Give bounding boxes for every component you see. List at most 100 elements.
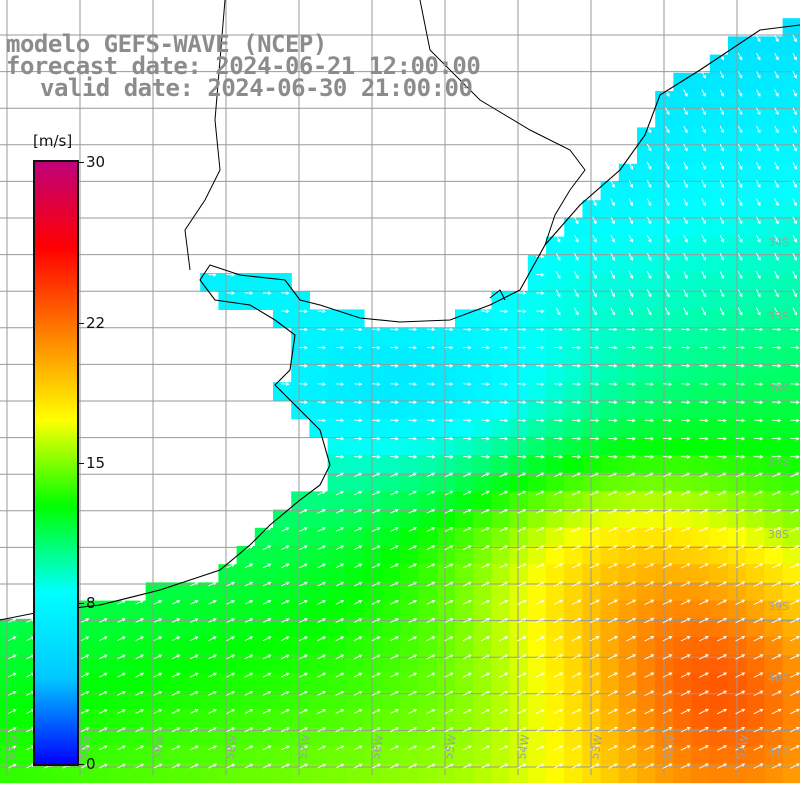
wind-cell [109, 600, 128, 620]
wind-cell [364, 345, 383, 365]
wind-arrow [535, 364, 545, 368]
wind-cell [400, 600, 420, 620]
wind-arrow [517, 545, 527, 551]
wind-cell [182, 637, 201, 656]
wind-cell [637, 163, 656, 183]
wind-arrow [626, 727, 637, 733]
wind-cell [309, 582, 329, 602]
wind-arrow [535, 563, 545, 569]
wind-cell [782, 436, 800, 456]
wind-arrow [571, 727, 582, 733]
wind-arrow [589, 617, 600, 624]
wind-arrow [590, 472, 600, 478]
wind-cell [473, 564, 492, 583]
wind-cell [564, 273, 583, 292]
wind-cell [618, 564, 638, 583]
wind-cell [327, 364, 347, 383]
wind-cell [527, 382, 547, 401]
wind-arrow [553, 472, 563, 478]
wind-arrow [445, 364, 454, 368]
wind-arrow [117, 709, 126, 714]
wind-arrow [626, 472, 636, 478]
wind-cell [72, 764, 92, 784]
wind-arrow [353, 745, 363, 751]
wind-arrow [663, 364, 673, 368]
wind-cell [637, 400, 656, 420]
wind-arrow [664, 234, 670, 243]
wind-cell [546, 491, 565, 511]
wind-cell [746, 746, 765, 765]
wind-cell [691, 182, 711, 201]
wind-cell [673, 327, 693, 347]
wind-arrow [408, 727, 418, 733]
wind-arrow [589, 745, 600, 751]
wind-cell [655, 582, 674, 602]
wind-arrow [408, 472, 417, 478]
wind-cell [691, 382, 711, 401]
wind-cell [382, 728, 401, 747]
wind-arrow [444, 745, 454, 751]
wind-arrow [354, 400, 363, 405]
wind-arrow [555, 307, 561, 316]
wind-arrow [701, 71, 706, 79]
wind-cell [600, 273, 620, 292]
wind-arrow [390, 508, 399, 514]
wind-cell [473, 637, 492, 656]
wind-arrow [646, 234, 652, 243]
wind-arrow [792, 307, 797, 316]
wind-arrow [480, 545, 491, 551]
longitude-label: 61W [4, 734, 21, 761]
wind-arrow [244, 618, 254, 623]
wind-arrow [626, 364, 636, 368]
wind-arrow [628, 307, 634, 316]
wind-cell [145, 764, 165, 784]
wind-arrow [98, 672, 108, 678]
wind-cell [309, 600, 329, 620]
wind-cell [382, 691, 401, 711]
wind-arrow [262, 709, 272, 714]
wind-cell [18, 637, 37, 656]
wind-arrow [117, 599, 126, 605]
wind-arrow [735, 364, 746, 368]
wind-cell [200, 618, 219, 638]
wind-cell [436, 564, 456, 583]
wind-arrow [208, 763, 218, 769]
wind-arrow [608, 508, 618, 514]
wind-arrow [644, 581, 655, 587]
wind-cell [564, 236, 583, 256]
wind-cell [182, 746, 201, 765]
wind-arrow [371, 636, 381, 642]
wind-arrow [390, 527, 399, 532]
wind-arrow [717, 490, 727, 496]
wind-cell [182, 655, 201, 674]
wind-cell [436, 400, 456, 420]
wind-arrow [535, 617, 545, 624]
wind-cell [764, 746, 784, 765]
wind-cell [527, 327, 547, 347]
wind-cell [527, 728, 547, 747]
wind-arrow [98, 745, 108, 751]
wind-arrow [535, 291, 545, 295]
wind-cell [764, 382, 784, 401]
wind-arrow [535, 527, 545, 533]
wind-arrow [592, 234, 597, 243]
wind-cell [746, 455, 765, 474]
wind-arrow [208, 273, 217, 277]
wind-arrow [226, 745, 236, 751]
wind-cell [364, 691, 383, 711]
wind-arrow [499, 418, 509, 423]
wind-arrow [589, 672, 600, 678]
wind-cell [782, 418, 800, 438]
wind-arrow [772, 364, 782, 368]
wind-cell [564, 473, 583, 492]
wind-arrow [772, 545, 782, 551]
wind-cell [163, 637, 183, 656]
wind-arrow [499, 545, 509, 551]
wind-cell [600, 200, 620, 219]
wind-cell [291, 728, 310, 747]
wind-cell [709, 546, 729, 565]
wind-cell [782, 182, 800, 201]
wind-arrow [681, 418, 691, 423]
wind-cell [436, 673, 456, 693]
wind-cell [709, 600, 729, 620]
